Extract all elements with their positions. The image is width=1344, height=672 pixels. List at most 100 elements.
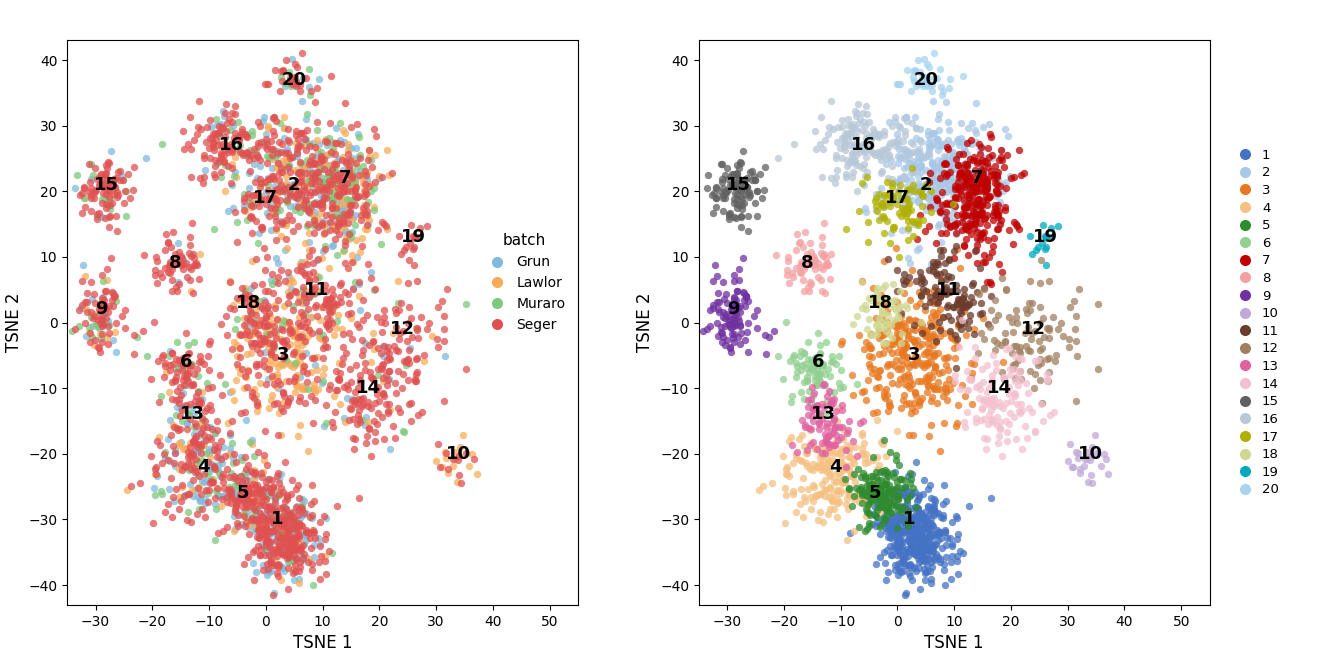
Point (298, 208, 320, 218)
Point (317, 167, 339, 178)
Point (288, 202, 309, 212)
Point (896, 181, 918, 192)
Point (726, 170, 747, 181)
Point (820, 274, 841, 284)
Point (434, 335, 456, 346)
Point (278, 161, 300, 171)
Point (972, 169, 993, 179)
Point (917, 138, 938, 149)
Point (302, 257, 324, 268)
Point (894, 342, 915, 353)
Point (796, 448, 817, 458)
Point (341, 396, 363, 407)
Point (879, 540, 900, 551)
Point (195, 416, 216, 427)
Point (922, 127, 943, 138)
Point (290, 175, 312, 186)
Point (77, 297, 98, 308)
Point (927, 168, 949, 179)
Point (930, 176, 952, 187)
Point (909, 532, 930, 542)
Point (1095, 454, 1117, 464)
Point (804, 388, 825, 398)
Point (298, 250, 320, 261)
Point (274, 518, 296, 529)
Point (868, 485, 890, 496)
Point (969, 218, 991, 228)
Point (262, 389, 284, 400)
Point (950, 324, 972, 335)
Point (321, 163, 343, 174)
Point (328, 182, 349, 193)
Point (911, 549, 933, 560)
Point (321, 283, 343, 294)
Point (302, 284, 324, 295)
Point (245, 517, 266, 528)
Point (271, 66, 293, 77)
Point (899, 513, 921, 523)
Point (1081, 470, 1102, 480)
Point (222, 202, 243, 213)
Point (972, 142, 993, 153)
Point (227, 486, 249, 497)
Point (902, 430, 923, 441)
Point (1030, 278, 1051, 289)
Point (228, 493, 250, 504)
Point (250, 339, 271, 349)
Point (347, 382, 368, 393)
Point (972, 312, 993, 323)
Point (266, 325, 288, 336)
Point (899, 559, 921, 570)
Point (290, 158, 312, 169)
Point (708, 306, 730, 317)
Point (1023, 382, 1044, 393)
Point (313, 221, 335, 232)
Point (301, 168, 323, 179)
Point (919, 221, 941, 232)
Point (180, 144, 202, 155)
Point (825, 429, 847, 440)
Point (317, 295, 339, 306)
Point (823, 441, 844, 452)
Point (820, 357, 841, 368)
Point (930, 532, 952, 543)
Point (356, 224, 378, 235)
Point (269, 216, 290, 226)
Point (859, 483, 880, 494)
Point (1030, 398, 1051, 409)
Point (825, 439, 847, 450)
Point (98, 221, 120, 232)
Point (923, 282, 945, 292)
Point (320, 209, 341, 220)
Point (933, 286, 954, 297)
Point (1005, 218, 1027, 229)
Point (243, 515, 265, 526)
Point (290, 261, 312, 271)
Point (816, 390, 837, 401)
Point (231, 455, 253, 466)
Point (890, 537, 911, 548)
Point (241, 491, 262, 501)
Point (876, 478, 898, 489)
Point (735, 189, 757, 200)
Point (793, 441, 814, 452)
Point (301, 159, 323, 169)
Point (728, 316, 750, 327)
Point (961, 181, 982, 192)
Point (927, 134, 949, 145)
Point (864, 488, 886, 499)
Point (921, 372, 942, 382)
Point (204, 127, 226, 138)
Point (298, 176, 320, 187)
Point (905, 533, 926, 544)
Point (242, 386, 263, 397)
Point (300, 180, 321, 191)
Point (895, 210, 917, 221)
Point (253, 485, 274, 496)
Point (274, 496, 296, 507)
Point (378, 352, 399, 363)
Point (179, 275, 200, 286)
Point (895, 526, 917, 536)
Point (188, 504, 210, 515)
Point (922, 265, 943, 276)
